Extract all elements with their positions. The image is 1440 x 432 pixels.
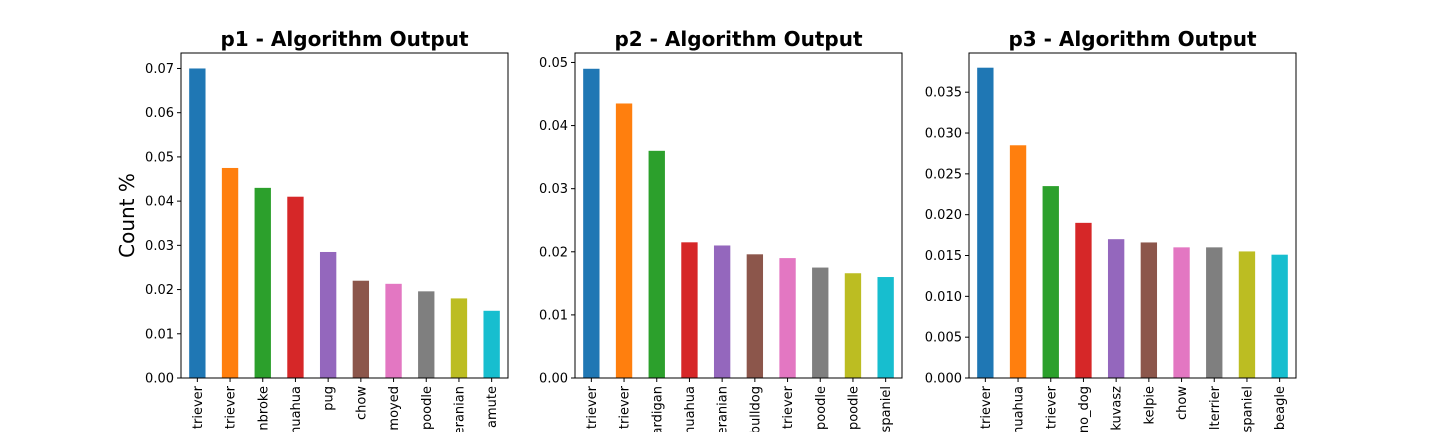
x-tick-label: pug [322,386,337,411]
bar-7 [385,283,402,378]
y-tick-label: 0.015 [925,249,962,264]
x-tick-label: triever [781,385,796,429]
bar-9 [844,273,862,378]
bar-10 [877,277,894,378]
x-tick-label: spaniel [879,386,894,432]
y-tick-label: 0.02 [539,245,568,260]
bar-4 [1075,222,1092,378]
bar-9 [450,298,468,378]
bar-6 [352,280,370,378]
plot-frame [180,52,509,379]
bar-5 [1107,239,1125,378]
y-tick-label: 0.05 [539,56,568,71]
y-tick-label: 0.04 [145,195,174,210]
bar-2 [1009,145,1027,378]
bar-5 [713,245,731,378]
x-tick-label: poodle [420,386,435,430]
x-tick-label: triever [224,385,239,429]
chart-title: p3 - Algorithm Output [1008,27,1257,51]
bar-6 [746,254,764,378]
x-tick-label: no_dog [1077,386,1092,432]
chart-panel-1: p1 - Algorithm Output Count % 0.00 0.01 0.02… [115,27,509,432]
bar-8 [1206,247,1223,378]
bar-3 [648,150,665,378]
y-tick-label: 0.06 [145,106,174,121]
y-tick-label: 0.07 [145,62,174,77]
y-tick-label: 0.035 [925,86,962,101]
y-tick-label: 0.04 [539,119,568,134]
x-tick-label: chow [1175,386,1190,420]
x-tick-label: triever [979,385,994,429]
x-tick-label: triever [1044,385,1059,429]
bar-7 [779,258,796,378]
y-tick-label: 0.03 [145,239,174,254]
x-tick-label: nuahua [289,386,304,432]
bar-3 [254,187,271,378]
x-tick-label: triever [618,385,633,429]
bar-3 [1042,186,1059,378]
y-tick-label: 0.030 [925,127,962,142]
x-tick-label: moyed [387,386,402,431]
x-tick-label: chow [354,386,369,420]
y-tick-label: 0.005 [925,331,962,346]
y-tick-label: 0.025 [925,167,962,182]
x-tick-label: spaniel [1240,386,1255,432]
y-tick-label: 0.01 [145,327,174,342]
y-axis-label: Count % [115,173,139,258]
x-tick-label: nuahua [1012,386,1027,432]
y-tick-label: 0.01 [539,308,568,323]
y-tick-label: 0.02 [145,283,174,298]
bar-8 [812,267,829,378]
y-tick-label: 0.020 [925,208,962,223]
x-tick-label: amute [485,386,500,428]
x-tick-label: ardigan [650,386,665,432]
x-tick-label: kuvasz [1110,386,1125,431]
bar-7 [1173,247,1190,378]
bar-8 [418,291,435,378]
x-tick-label: nuahua [683,386,698,432]
x-tick-label: triever [585,385,600,429]
plot-frame [574,52,903,379]
x-tick-label: poodle [814,386,829,430]
y-tick-label: 0.000 [925,372,962,387]
x-tick-label: eranian [452,386,467,432]
y-tick-label: 0.05 [145,150,174,165]
bar-1 [189,68,206,378]
y-tick-label: 0.00 [539,372,568,387]
bar-4 [681,242,698,378]
bar-1 [583,68,600,378]
bar-2 [221,167,239,378]
bar-9 [1238,251,1256,378]
bar-6 [1140,242,1158,378]
y-tick-label: 0.010 [925,290,962,305]
y-tick-label: 0.00 [145,372,174,387]
bar-10 [1271,254,1288,378]
x-tick-label: eranian [716,386,731,432]
chart-title: p2 - Algorithm Output [614,27,863,51]
bar-10 [483,310,500,378]
x-tick-label: kelpie [1142,386,1157,425]
x-tick-label: beagle [1273,386,1288,430]
plot-frame [968,52,1297,379]
x-tick-label: triever [191,385,206,429]
x-tick-label: nbroke [256,386,271,431]
chart-title: p1 - Algorithm Output [220,27,469,51]
bar-5 [319,251,337,378]
bar-2 [615,103,633,378]
chart-panel-3: p3 - Algorithm Output 0.000 0.005 0.010 0.01… [925,27,1297,432]
bar-4 [287,196,304,378]
y-tick-label: 0.03 [539,182,568,197]
chart-panel-2: p2 - Algorithm Output 0.00 0.01 0.02 0.03 0.0… [539,27,903,432]
x-tick-label: bulldog [748,386,763,432]
bar-1 [977,67,994,379]
x-tick-label: poodle [846,386,861,430]
x-tick-label: lterrier [1208,385,1223,430]
